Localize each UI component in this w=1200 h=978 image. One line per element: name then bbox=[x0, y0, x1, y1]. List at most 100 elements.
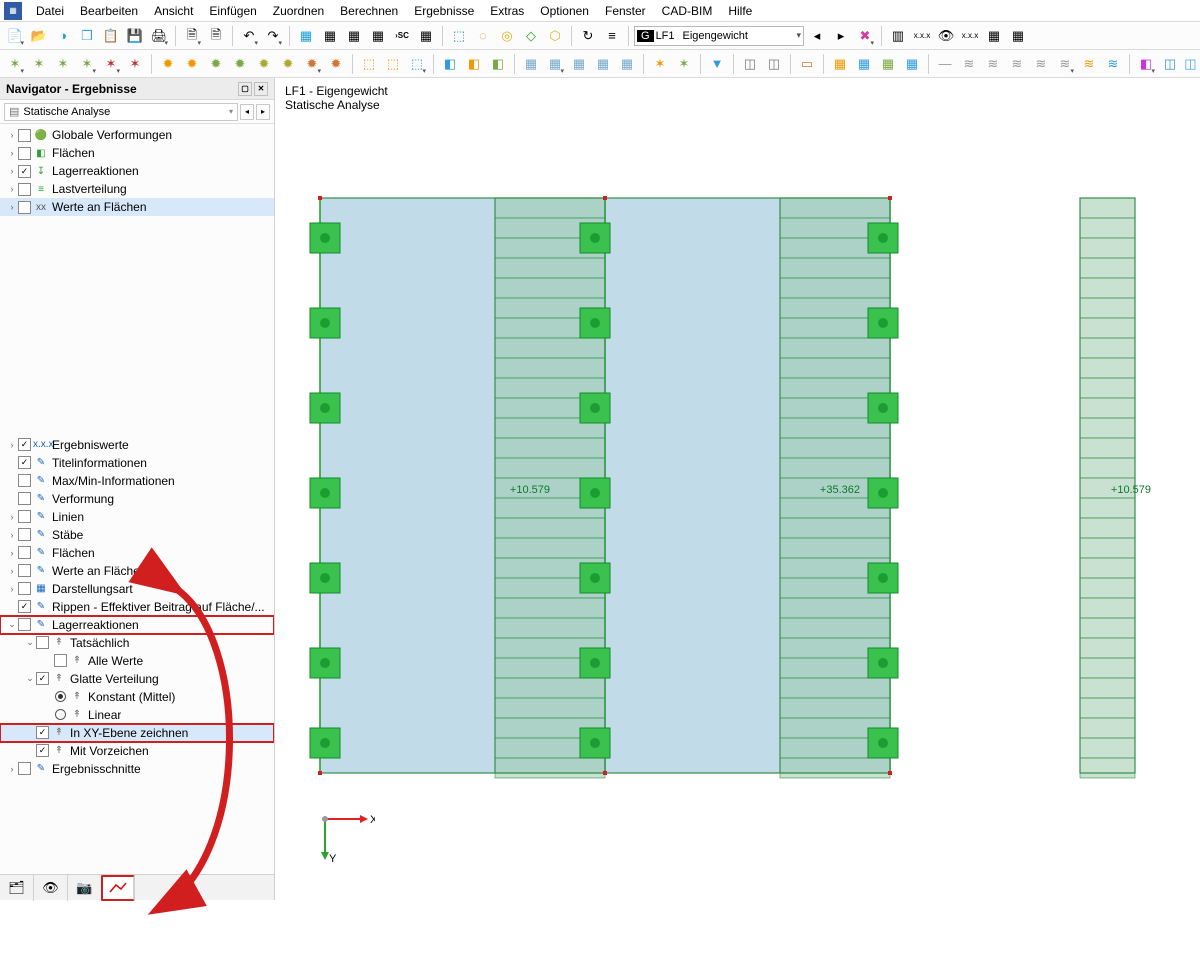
tree-checkbox[interactable] bbox=[18, 564, 31, 577]
tree-checkbox[interactable] bbox=[18, 201, 31, 214]
tree-checkbox[interactable] bbox=[18, 510, 31, 523]
navigator-scope-selector[interactable]: ▤ Statische Analyse ▾ bbox=[4, 103, 238, 121]
tbtn-tool-0-icon[interactable]: ✶ bbox=[4, 53, 26, 75]
tree-caret-icon[interactable]: › bbox=[6, 130, 18, 140]
tbtn-redo-icon[interactable]: ↷ bbox=[262, 25, 284, 47]
tree-checkbox[interactable] bbox=[18, 582, 31, 595]
tbtn-tool-7-icon[interactable]: ✹ bbox=[157, 53, 179, 75]
tbtn-tool-10-icon[interactable]: ✹ bbox=[229, 53, 251, 75]
tbtn-tool-41-icon[interactable]: ▦ bbox=[853, 53, 875, 75]
tree-checkbox[interactable] bbox=[18, 165, 31, 178]
tbtn-tool-55-icon[interactable]: ◫ bbox=[1159, 53, 1181, 75]
menu-zuordnen[interactable]: Zuordnen bbox=[265, 2, 332, 20]
tree-checkbox[interactable] bbox=[18, 129, 31, 142]
tbtn-tool-18-icon[interactable]: ⬚ bbox=[406, 53, 428, 75]
tbtn-res3-icon[interactable]: 👁 bbox=[935, 25, 957, 47]
tbtn-tool-50-icon[interactable]: ≋ bbox=[1054, 53, 1076, 75]
nav-tab-views-icon[interactable]: 📷 bbox=[68, 875, 102, 901]
menu-berechnen[interactable]: Berechnen bbox=[332, 2, 406, 20]
tree-checkbox[interactable] bbox=[18, 456, 31, 469]
tbtn-doc-icon[interactable]: 🗎 bbox=[181, 25, 203, 47]
tbtn-res1-icon[interactable]: ▥ bbox=[887, 25, 909, 47]
tree-row[interactable]: ✎Rippen - Effektiver Beitrag auf Fläche/… bbox=[0, 598, 274, 616]
tbtn-tool-43-icon[interactable]: ▦ bbox=[901, 53, 923, 75]
menu-einfuegen[interactable]: Einfügen bbox=[201, 2, 264, 20]
tree-row[interactable]: ↟Alle Werte bbox=[0, 652, 274, 670]
tbtn-tool-30-icon[interactable]: ✶ bbox=[649, 53, 671, 75]
tbtn-tool-21-icon[interactable]: ◧ bbox=[463, 53, 485, 75]
navigator-next-button[interactable]: ▸ bbox=[256, 104, 270, 120]
tbtn-tool-1-icon[interactable]: ✶ bbox=[28, 53, 50, 75]
tbtn-tool-40-icon[interactable]: ▦ bbox=[829, 53, 851, 75]
tree-row[interactable]: ⌄✎Lagerreaktionen bbox=[0, 616, 274, 634]
tbtn-new-icon[interactable]: 📄 bbox=[4, 25, 26, 47]
tbtn-tool-45-icon[interactable]: — bbox=[934, 53, 956, 75]
tree-checkbox[interactable] bbox=[18, 147, 31, 160]
loadcase-selector[interactable]: G LF1 Eigengewicht ▾ bbox=[634, 26, 804, 46]
tbtn-undo-icon[interactable]: ↶ bbox=[238, 25, 260, 47]
tbtn-save-icon[interactable]: 💾 bbox=[124, 25, 146, 47]
tbtn-filter-icon[interactable]: ✖ bbox=[854, 25, 876, 47]
tbtn-tool-3-icon[interactable]: ✶ bbox=[76, 53, 98, 75]
tbtn-tool-13-icon[interactable]: ✹ bbox=[301, 53, 323, 75]
tree-caret-icon[interactable]: ⌄ bbox=[24, 673, 36, 684]
tree-row[interactable]: ›✎Werte an Flächen bbox=[0, 562, 274, 580]
tbtn-tool-25-icon[interactable]: ▦ bbox=[544, 53, 566, 75]
tree-row[interactable]: ↟Linear bbox=[0, 706, 274, 724]
tbtn-sc-icon[interactable]: ›SC bbox=[391, 25, 413, 47]
tbtn-tool-36-icon[interactable]: ◫ bbox=[763, 53, 785, 75]
tbtn-prev-lf-icon[interactable]: ◂ bbox=[806, 25, 828, 47]
tbtn-tool-47-icon[interactable]: ≋ bbox=[982, 53, 1004, 75]
tbtn-select2-icon[interactable]: ◌ bbox=[472, 25, 494, 47]
tree-radio[interactable] bbox=[55, 691, 66, 702]
menu-extras[interactable]: Extras bbox=[482, 2, 532, 20]
menu-cadbim[interactable]: CAD-BIM bbox=[654, 2, 721, 20]
tbtn-res5-icon[interactable]: ▦ bbox=[983, 25, 1005, 47]
tree-row[interactable]: ⌄↟Tatsächlich bbox=[0, 634, 274, 652]
tbtn-table3-icon[interactable]: ▦ bbox=[343, 25, 365, 47]
tbtn-table1-icon[interactable]: ▦ bbox=[295, 25, 317, 47]
tree-checkbox[interactable] bbox=[54, 654, 67, 667]
tree-row[interactable]: ›✎Ergebnisschnitte bbox=[0, 760, 274, 778]
tbtn-res2-icon[interactable]: x.x.x bbox=[911, 25, 933, 47]
tree-checkbox[interactable] bbox=[36, 672, 49, 685]
navigator-pin-icon[interactable]: ▢ bbox=[238, 82, 252, 96]
nav-tab-display-icon[interactable]: 👁 bbox=[34, 875, 68, 901]
menu-optionen[interactable]: Optionen bbox=[532, 2, 597, 20]
tbtn-select1-icon[interactable]: ⬚ bbox=[448, 25, 470, 47]
tree-checkbox[interactable] bbox=[36, 726, 49, 739]
tbtn-tool-35-icon[interactable]: ◫ bbox=[739, 53, 761, 75]
tbtn-tool-12-icon[interactable]: ✹ bbox=[277, 53, 299, 75]
tree-caret-icon[interactable]: ⌄ bbox=[24, 637, 36, 648]
tbtn-res4-icon[interactable]: x.x.x bbox=[959, 25, 981, 47]
tbtn-tool-24-icon[interactable]: ▦ bbox=[520, 53, 542, 75]
navigator-prev-button[interactable]: ◂ bbox=[240, 104, 254, 120]
tree-checkbox[interactable] bbox=[18, 600, 31, 613]
tbtn-tool-51-icon[interactable]: ≋ bbox=[1078, 53, 1100, 75]
tree-checkbox[interactable] bbox=[18, 474, 31, 487]
tree-caret-icon[interactable]: › bbox=[6, 166, 18, 176]
tree-caret-icon[interactable]: › bbox=[6, 584, 18, 594]
tbtn-select4-icon[interactable]: ◇ bbox=[520, 25, 542, 47]
menu-bearbeiten[interactable]: Bearbeiten bbox=[72, 2, 146, 20]
tree-row[interactable]: ↟Konstant (Mittel) bbox=[0, 688, 274, 706]
tbtn-table4-icon[interactable]: ▦ bbox=[367, 25, 389, 47]
tbtn-model-icon[interactable]: ❒ bbox=[76, 25, 98, 47]
tbtn-copy-icon[interactable]: 📋 bbox=[100, 25, 122, 47]
tree-row[interactable]: ↟Mit Vorzeichen bbox=[0, 742, 274, 760]
tree-radio[interactable] bbox=[55, 709, 66, 720]
tree-caret-icon[interactable]: › bbox=[6, 566, 18, 576]
tbtn-tool-16-icon[interactable]: ⬚ bbox=[358, 53, 380, 75]
tbtn-tool-54-icon[interactable]: ◧ bbox=[1135, 53, 1157, 75]
tbtn-tool-5-icon[interactable]: ✶ bbox=[124, 53, 146, 75]
tree-row[interactable]: ›▦Darstellungsart bbox=[0, 580, 274, 598]
tbtn-res6-icon[interactable]: ▦ bbox=[1007, 25, 1029, 47]
tree-row[interactable]: ›x.x.xErgebniswerte bbox=[0, 436, 274, 454]
tree-checkbox[interactable] bbox=[18, 528, 31, 541]
tbtn-tool-48-icon[interactable]: ≋ bbox=[1006, 53, 1028, 75]
tree-row[interactable]: ›↧Lagerreaktionen bbox=[0, 162, 274, 180]
tbtn-tool-17-icon[interactable]: ⬚ bbox=[382, 53, 404, 75]
tbtn-repeat-icon[interactable]: ↻ bbox=[577, 25, 599, 47]
tree-row[interactable]: ↟In XY-Ebene zeichnen bbox=[0, 724, 274, 742]
nav-tab-data-icon[interactable]: 🗂 bbox=[0, 875, 34, 901]
